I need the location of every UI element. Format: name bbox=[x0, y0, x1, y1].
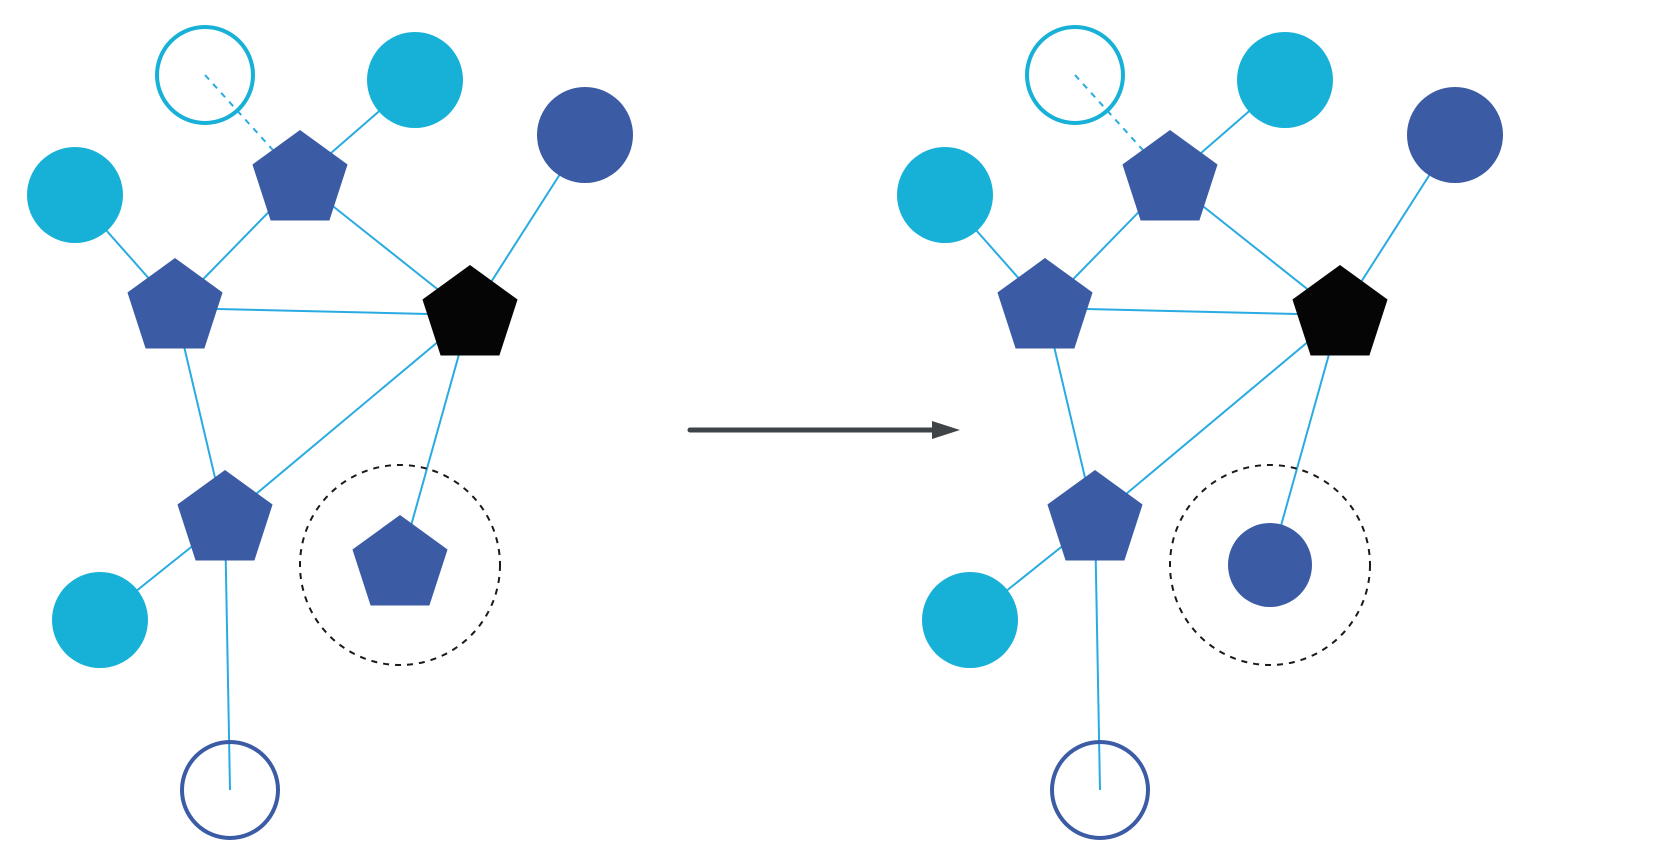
node-c_bl_cyan bbox=[922, 572, 1018, 668]
node-c_top_cyan bbox=[367, 32, 463, 128]
node-c_left_cyan bbox=[27, 147, 123, 243]
edge-p_mid-c_bot_hollow bbox=[225, 520, 230, 790]
node-p_mid bbox=[1047, 470, 1142, 560]
node-c_tr_dark bbox=[537, 87, 633, 183]
node-p_mid bbox=[177, 470, 272, 560]
node-target bbox=[352, 515, 447, 605]
node-c_tr_dark bbox=[1407, 87, 1503, 183]
edge-p_black-p_mid bbox=[1095, 315, 1340, 520]
edge-p_mid-c_bot_hollow bbox=[1095, 520, 1100, 790]
node-p_black bbox=[1292, 265, 1387, 355]
transition-arrow bbox=[690, 421, 960, 439]
node-p_black bbox=[422, 265, 517, 355]
node-p_top bbox=[252, 130, 347, 220]
node-p_top bbox=[1122, 130, 1217, 220]
node-c_bl_cyan bbox=[52, 572, 148, 668]
node-c_left_cyan bbox=[897, 147, 993, 243]
panel-left bbox=[27, 27, 633, 838]
panel-right bbox=[897, 27, 1503, 838]
node-target bbox=[1228, 523, 1312, 607]
node-c_top_cyan bbox=[1237, 32, 1333, 128]
diagram-svg bbox=[0, 0, 1656, 856]
edge-p_black-p_mid bbox=[225, 315, 470, 520]
